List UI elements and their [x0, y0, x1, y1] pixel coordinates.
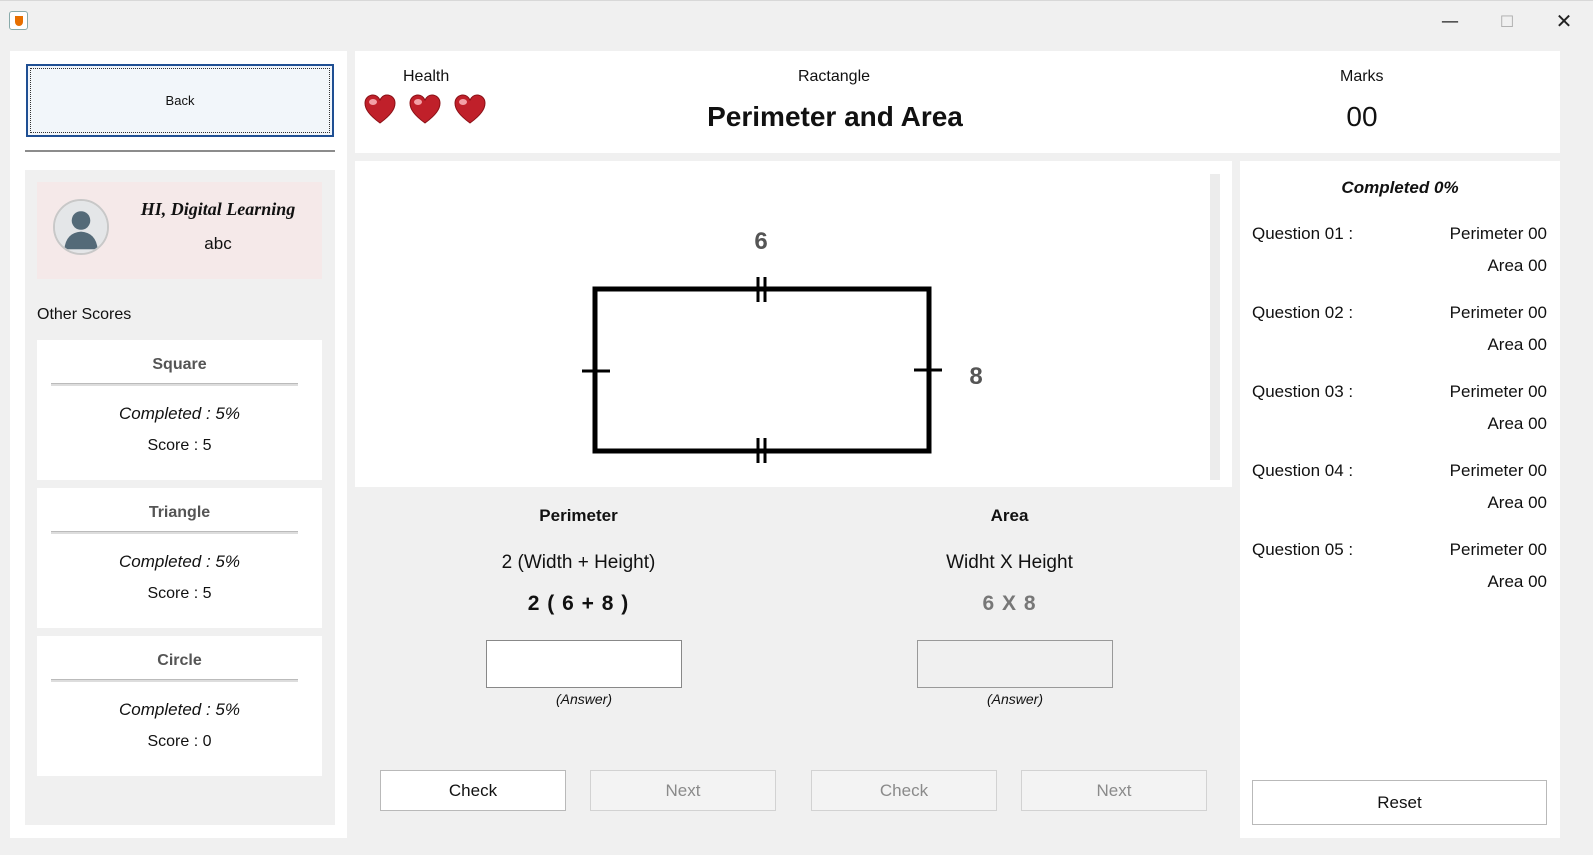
- maximize-button[interactable]: ☐: [1484, 6, 1530, 36]
- score-card-divider: [51, 679, 298, 682]
- perimeter-formula: 2 (Width + Height): [501, 552, 656, 573]
- rectangle-shape: [592, 286, 932, 454]
- heart-icon: [454, 94, 486, 124]
- shape-label: Ractangle: [797, 68, 871, 85]
- question-perimeter: Perimeter 00: [1449, 224, 1547, 243]
- perimeter-answer-label: (Answer): [555, 691, 612, 707]
- question-area: Area 00: [1487, 335, 1547, 354]
- question-label: Question 01 :: [1252, 224, 1354, 243]
- score-card-name: Triangle: [148, 504, 211, 521]
- progress-panel: Completed 0% Question 01 : Perimeter 00 …: [1240, 161, 1560, 838]
- perimeter-check-button[interactable]: Check: [380, 770, 566, 811]
- score-card-name: Circle: [157, 652, 202, 669]
- score-card-score: Score : 0: [147, 733, 212, 750]
- maximize-icon: ☐: [1499, 11, 1515, 31]
- score-card-completed: Completed : 5%: [119, 700, 240, 719]
- health-label: Health: [403, 68, 450, 85]
- score-card-triangle: Triangle Completed : 5% Score : 5: [37, 488, 322, 628]
- shape-diagram: 6 8: [355, 161, 1232, 487]
- area-answer-input[interactable]: [917, 640, 1113, 688]
- height-label: 8: [969, 363, 982, 390]
- score-card-divider: [51, 531, 298, 534]
- question-area: Area 00: [1487, 256, 1547, 275]
- window-titlebar: — ☐ ✕: [0, 0, 1593, 40]
- avatar-icon: [53, 199, 109, 255]
- minimize-icon: —: [1441, 10, 1459, 32]
- header-panel: Health Ractangle Perimeter and Area Mark…: [355, 51, 1560, 153]
- sidebar-content: HI, Digital Learning abc Other Scores Sq…: [25, 170, 335, 825]
- question-perimeter: Perimeter 00: [1449, 303, 1547, 322]
- area-title: Area: [990, 506, 1029, 525]
- other-scores-title: Other Scores: [37, 306, 132, 323]
- question-perimeter: Perimeter 00: [1449, 461, 1547, 480]
- perimeter-panel: Perimeter 2 (Width + Height) 2 ( 6 + 8 )…: [367, 489, 790, 825]
- score-card-score: Score : 5: [147, 585, 212, 602]
- score-card-completed: Completed : 5%: [119, 404, 240, 423]
- question-label: Question 03 :: [1252, 382, 1354, 401]
- close-button[interactable]: ✕: [1541, 6, 1587, 36]
- area-answer-label: (Answer): [986, 691, 1043, 707]
- area-panel: Area Widht X Height 6 X 8 (Answer) Check…: [798, 489, 1221, 825]
- area-check-button[interactable]: Check: [811, 770, 997, 811]
- user-profile: HI, Digital Learning abc: [37, 182, 322, 279]
- perimeter-next-button[interactable]: Next: [590, 770, 776, 811]
- completed-percent: Completed 0%: [1341, 178, 1459, 197]
- score-card-score: Score : 5: [147, 437, 212, 454]
- left-sidebar: Back HI, Digital Learning abc Other Scor…: [10, 51, 347, 838]
- question-label: Question 02 :: [1252, 303, 1354, 322]
- heart-icon: [364, 94, 396, 124]
- minimize-button[interactable]: —: [1427, 6, 1473, 36]
- perimeter-answer-input[interactable]: [486, 640, 682, 688]
- score-card-completed: Completed : 5%: [119, 552, 240, 571]
- page-title: Perimeter and Area: [707, 101, 963, 132]
- sidebar-separator: [25, 150, 335, 152]
- greeting-text: HI, Digital Learning: [140, 199, 296, 219]
- question-perimeter: Perimeter 00: [1449, 382, 1547, 401]
- back-button[interactable]: Back: [26, 64, 334, 137]
- health-hearts: [363, 93, 487, 125]
- question-label: Question 05 :: [1252, 540, 1354, 559]
- area-calculation: 6 X 8: [982, 592, 1037, 615]
- score-card-circle: Circle Completed : 5% Score : 0: [37, 636, 322, 776]
- reset-button[interactable]: Reset: [1252, 780, 1547, 825]
- username-text: abc: [204, 234, 232, 253]
- score-card-square: Square Completed : 5% Score : 5: [37, 340, 322, 480]
- marks-value: 00: [1346, 101, 1378, 132]
- java-app-icon: [9, 11, 28, 30]
- rectangle-drawing: 6 8: [582, 228, 983, 463]
- perimeter-title: Perimeter: [539, 506, 618, 525]
- score-card-divider: [51, 383, 298, 386]
- question-area: Area 00: [1487, 572, 1547, 591]
- question-perimeter: Perimeter 00: [1449, 540, 1547, 559]
- diagram-scrollbar[interactable]: [1210, 174, 1220, 480]
- question-label: Question 04 :: [1252, 461, 1354, 480]
- area-next-button[interactable]: Next: [1021, 770, 1207, 811]
- heart-icon: [409, 94, 441, 124]
- score-card-name: Square: [152, 356, 207, 373]
- question-area: Area 00: [1487, 414, 1547, 433]
- width-label: 6: [754, 228, 767, 255]
- area-formula: Widht X Height: [946, 552, 1073, 573]
- perimeter-calculation: 2 ( 6 + 8 ): [527, 592, 630, 615]
- marks-label: Marks: [1340, 68, 1384, 85]
- question-area: Area 00: [1487, 493, 1547, 512]
- close-icon: ✕: [1555, 9, 1573, 33]
